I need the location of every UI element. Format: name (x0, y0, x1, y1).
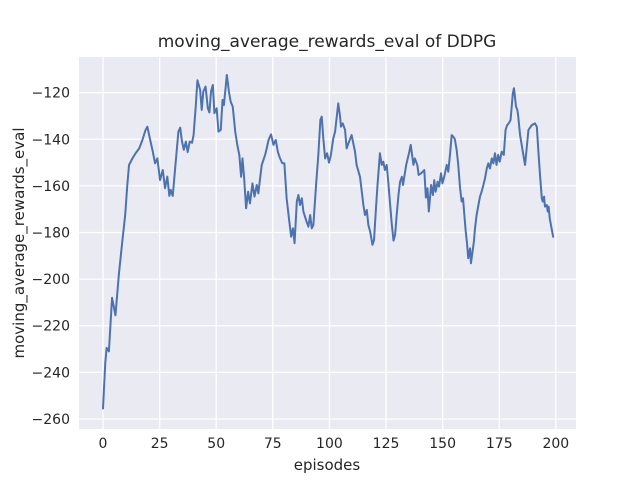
plot-area (79, 57, 576, 429)
y-gridlines (79, 92, 576, 420)
x-tick-label: 100 (316, 436, 343, 452)
x-tick-label: 175 (486, 436, 513, 452)
x-tick-label: 125 (373, 436, 400, 452)
x-gridlines (102, 57, 557, 429)
x-tick-label: 75 (264, 436, 282, 452)
y-tick-label: −220 (32, 319, 70, 335)
y-axis-label: moving_average_rewards_eval (10, 128, 29, 359)
series-line (102, 73, 555, 410)
y-tick-label: −140 (32, 132, 70, 148)
x-axis-label: episodes (294, 456, 361, 474)
x-tick-label: 25 (151, 436, 169, 452)
y-tick-label: −240 (32, 365, 70, 381)
chart-title: moving_average_rewards_eval of DDPG (158, 32, 497, 52)
x-tick-labels: 0 25 50 75 100 125 150 175 200 (99, 436, 570, 452)
y-tick-label: −180 (32, 226, 70, 242)
y-tick-labels: −120 −140 −160 −180 −200 −220 −240 −260 (32, 86, 70, 428)
x-tick-label: 0 (99, 436, 108, 452)
y-tick-label: −120 (32, 86, 70, 102)
x-tick-label: 200 (542, 436, 569, 452)
y-tick-label: −260 (32, 412, 70, 428)
y-tick-label: −200 (32, 272, 70, 288)
x-tick-label: 150 (429, 436, 456, 452)
y-tick-label: −160 (32, 179, 70, 195)
x-tick-label: 50 (207, 436, 225, 452)
